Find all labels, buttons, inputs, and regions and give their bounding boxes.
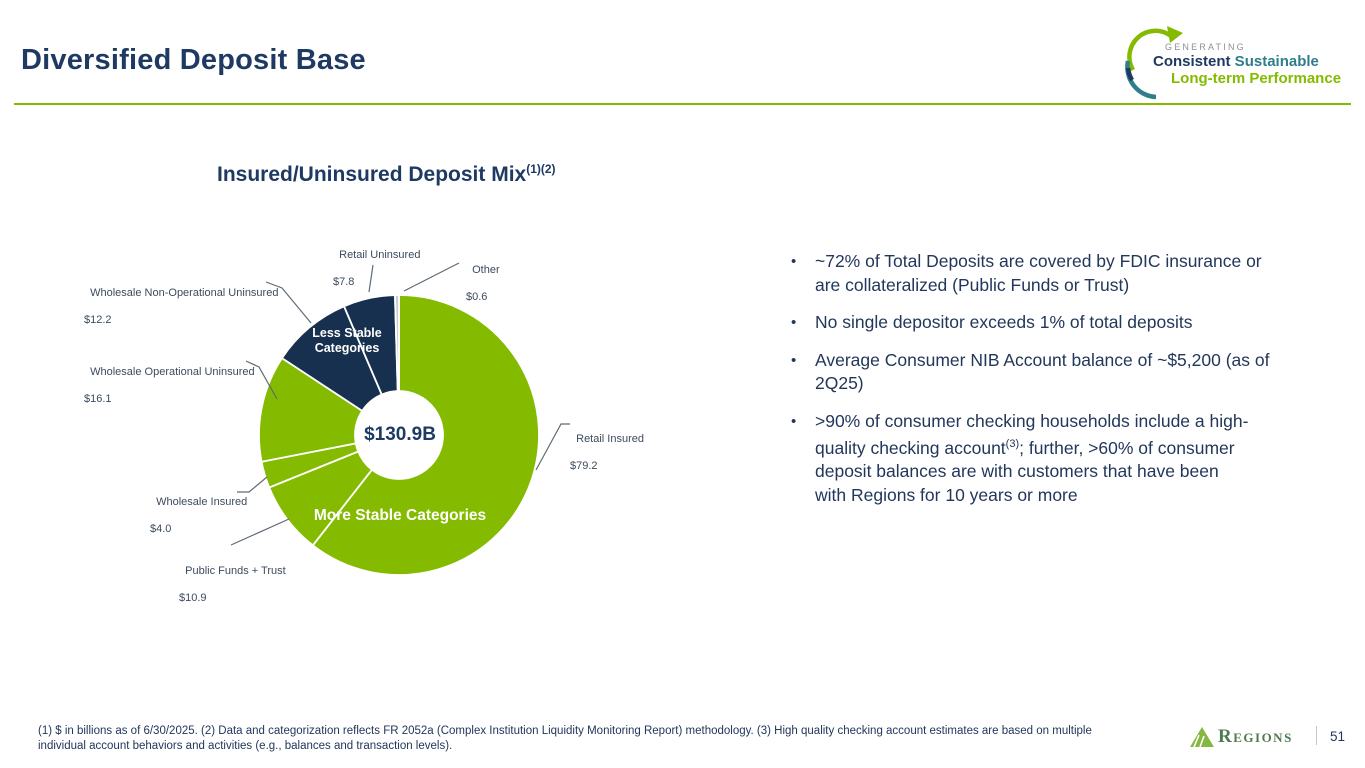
footer-logo: Regions 51 bbox=[1190, 724, 1350, 750]
segment-name: Wholesale Operational Uninsured bbox=[90, 365, 255, 378]
segment-name: Retail Uninsured bbox=[339, 248, 421, 261]
segment-value: $16.1 bbox=[84, 392, 112, 405]
bullet-text: ; further, >60% of consumer deposit bala… bbox=[815, 437, 1235, 505]
regions-triangle-icon bbox=[1190, 727, 1214, 747]
donut-segment-wholesale-insured bbox=[260, 442, 360, 489]
header-logo: GENERATING Consistent Sustainable Long-t… bbox=[1125, 18, 1347, 102]
bullet-fdic-coverage: ~72% of Total Deposits are covered by FD… bbox=[782, 250, 1297, 297]
chart-title-text: Insured/Uninsured Deposit Mix bbox=[217, 163, 527, 186]
donut-center-total: $130.9B bbox=[364, 424, 436, 445]
bullet-text: >90% of consumer checking households inc… bbox=[815, 410, 1249, 458]
tagline-generating: GENERATING bbox=[1165, 42, 1246, 52]
segment-name: Other bbox=[472, 263, 500, 276]
circular-arrows-icon bbox=[1125, 26, 1183, 100]
donut-segment-wholesale-operational-uninsured bbox=[258, 356, 364, 463]
tagline-line1: Consistent Sustainable bbox=[1153, 53, 1319, 70]
segment-label-retail-insured: Retail Insured $79.2 bbox=[570, 419, 644, 487]
segment-name: Wholesale Insured bbox=[156, 495, 248, 508]
segment-label-other: Other $0.6 bbox=[466, 250, 500, 318]
tagline-line2: Long-term Performance bbox=[1171, 70, 1342, 87]
leader-retail-insured bbox=[535, 423, 570, 471]
footer-divider bbox=[1316, 726, 1317, 745]
donut-segment-public-funds-trust bbox=[268, 450, 374, 547]
segment-value: $12.2 bbox=[84, 313, 112, 326]
segment-value: $79.2 bbox=[570, 459, 598, 472]
segment-label-retail-uninsured: Retail Uninsured $7.8 bbox=[333, 235, 420, 303]
chart-title-footref: (1)(2) bbox=[526, 162, 556, 176]
key-points-list: ~72% of Total Deposits are covered by FD… bbox=[782, 250, 1297, 521]
bullet-footref: (3) bbox=[1005, 438, 1020, 450]
arrowhead-icon bbox=[1167, 26, 1183, 43]
bullet-checking-households: >90% of consumer checking households inc… bbox=[782, 410, 1297, 508]
segment-name: Wholesale Non-Operational Uninsured bbox=[90, 286, 279, 299]
group-label-more-stable: More Stable Categories bbox=[313, 507, 487, 524]
tagline-sustainable: Sustainable bbox=[1230, 53, 1319, 70]
segment-label-wholesale-insured: Wholesale Insured $4.0 bbox=[150, 482, 247, 550]
group-label-less-stable: Less Stable Categories bbox=[312, 326, 382, 355]
footnote: (1) $ in billions as of 6/30/2025. (2) D… bbox=[38, 725, 1092, 752]
bullet-nib-balance: Average Consumer NIB Account balance of … bbox=[782, 349, 1297, 396]
donut-segment-wholesale-non-operational-uninsured bbox=[280, 305, 383, 413]
segment-value: $0.6 bbox=[466, 290, 488, 303]
chart-title: Insured/Uninsured Deposit Mix(1)(2) bbox=[217, 162, 556, 187]
leader-lines bbox=[230, 262, 570, 546]
segment-value: $4.0 bbox=[150, 522, 172, 535]
segment-value: $7.8 bbox=[333, 275, 355, 288]
segment-label-wholesale-nonop-uninsured: Wholesale Non-Operational Uninsured $12.… bbox=[84, 273, 278, 341]
segment-name: Public Funds + Trust bbox=[185, 564, 286, 577]
page-title: Diversified Deposit Base bbox=[21, 44, 366, 76]
segment-value: $10.9 bbox=[179, 591, 207, 604]
regions-wordmark: Regions bbox=[1218, 726, 1293, 747]
bullet-single-depositor: No single depositor exceeds 1% of total … bbox=[782, 311, 1297, 335]
bullet-text: No single depositor exceeds 1% of total … bbox=[815, 312, 1193, 332]
tagline-consistent: Consistent bbox=[1153, 53, 1231, 70]
bullet-text: Average Consumer NIB Account balance of … bbox=[815, 349, 1270, 394]
segment-name: Retail Insured bbox=[576, 432, 644, 445]
segment-label-public-funds-trust: Public Funds + Trust $10.9 bbox=[179, 551, 286, 619]
segment-label-wholesale-op-uninsured: Wholesale Operational Uninsured $16.1 bbox=[84, 352, 255, 420]
page-number: 51 bbox=[1330, 729, 1346, 744]
bullet-text: ~72% of Total Deposits are covered by FD… bbox=[815, 251, 1262, 295]
title-underline bbox=[14, 103, 1351, 105]
